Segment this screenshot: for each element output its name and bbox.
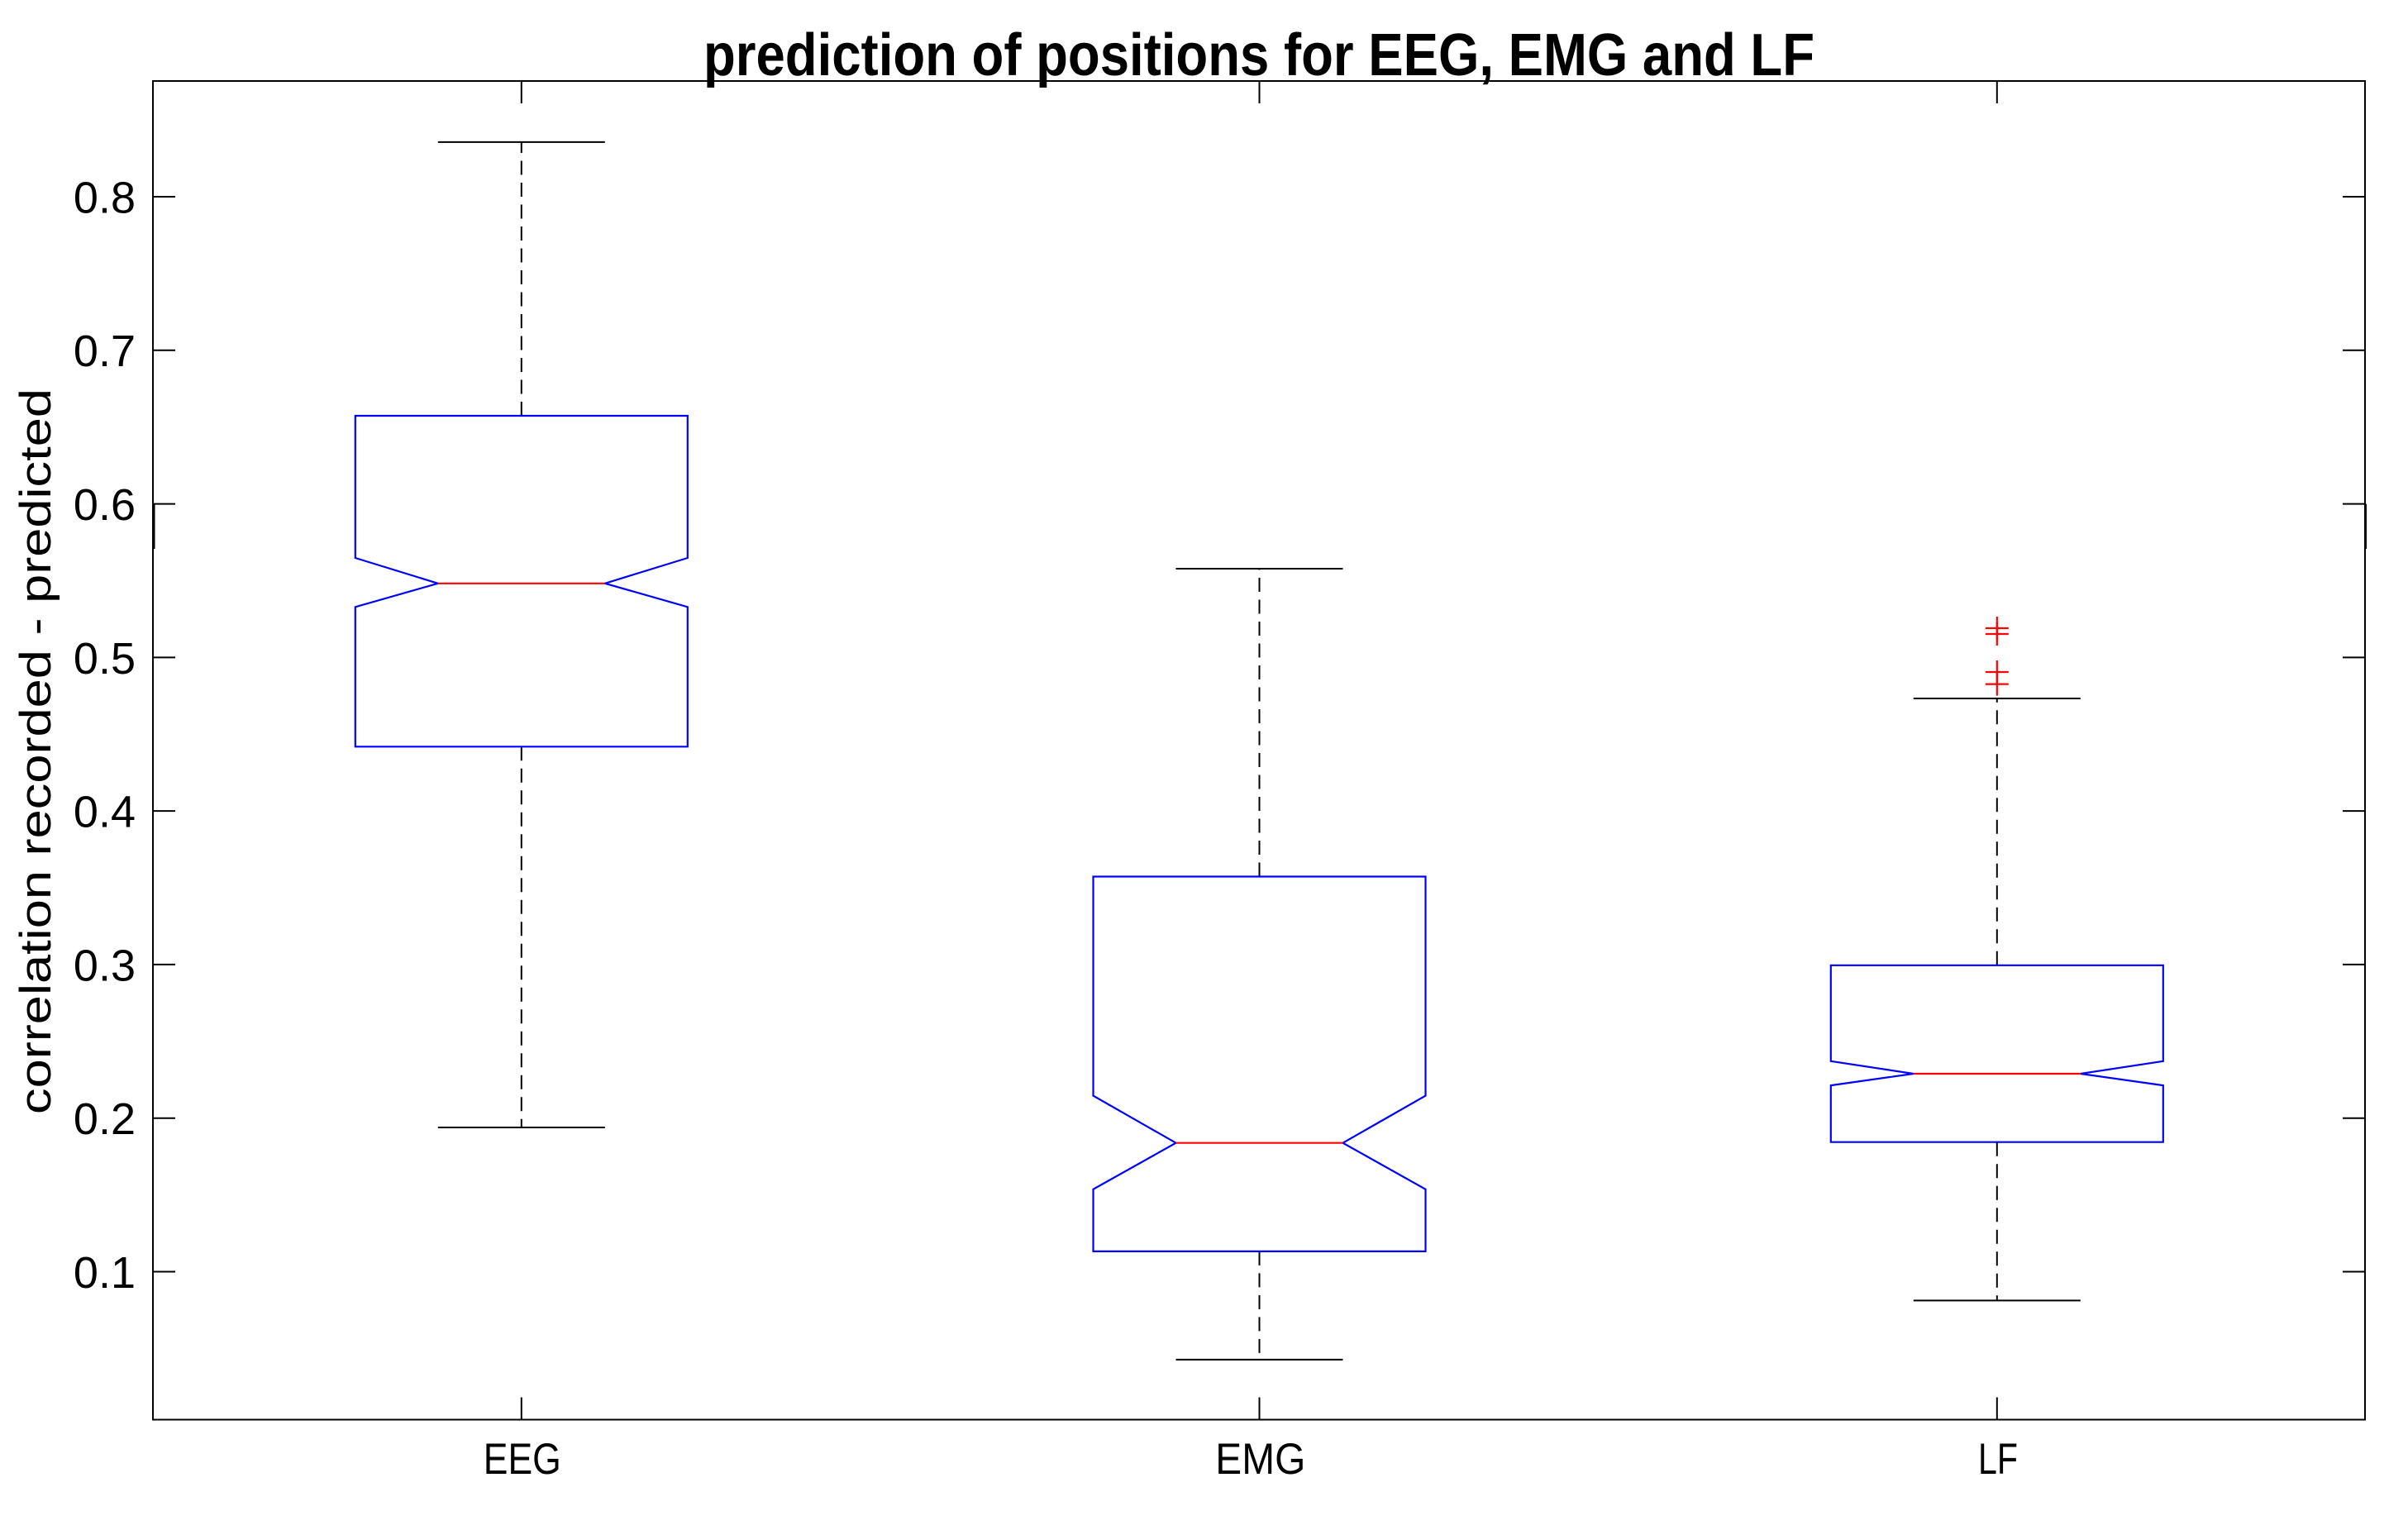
svg-text:EMG: EMG <box>1215 1435 1305 1484</box>
svg-text:LF: LF <box>1978 1435 2018 1484</box>
svg-text:correlation recorded - predict: correlation recorded - predicted <box>12 388 60 1114</box>
svg-text:0.8: 0.8 <box>74 173 136 222</box>
svg-text:0.4: 0.4 <box>74 788 136 837</box>
svg-text:0.7: 0.7 <box>74 326 136 376</box>
svg-text:0.6: 0.6 <box>74 480 136 530</box>
svg-text:0.1: 0.1 <box>74 1248 136 1298</box>
svg-text:0.5: 0.5 <box>74 634 136 684</box>
svg-text:0.3: 0.3 <box>74 941 136 990</box>
svg-text:prediction of positions for EE: prediction of positions for EEG, EMG and… <box>703 22 1814 88</box>
svg-text:EEG: EEG <box>484 1435 561 1484</box>
svg-text:0.2: 0.2 <box>74 1094 136 1144</box>
